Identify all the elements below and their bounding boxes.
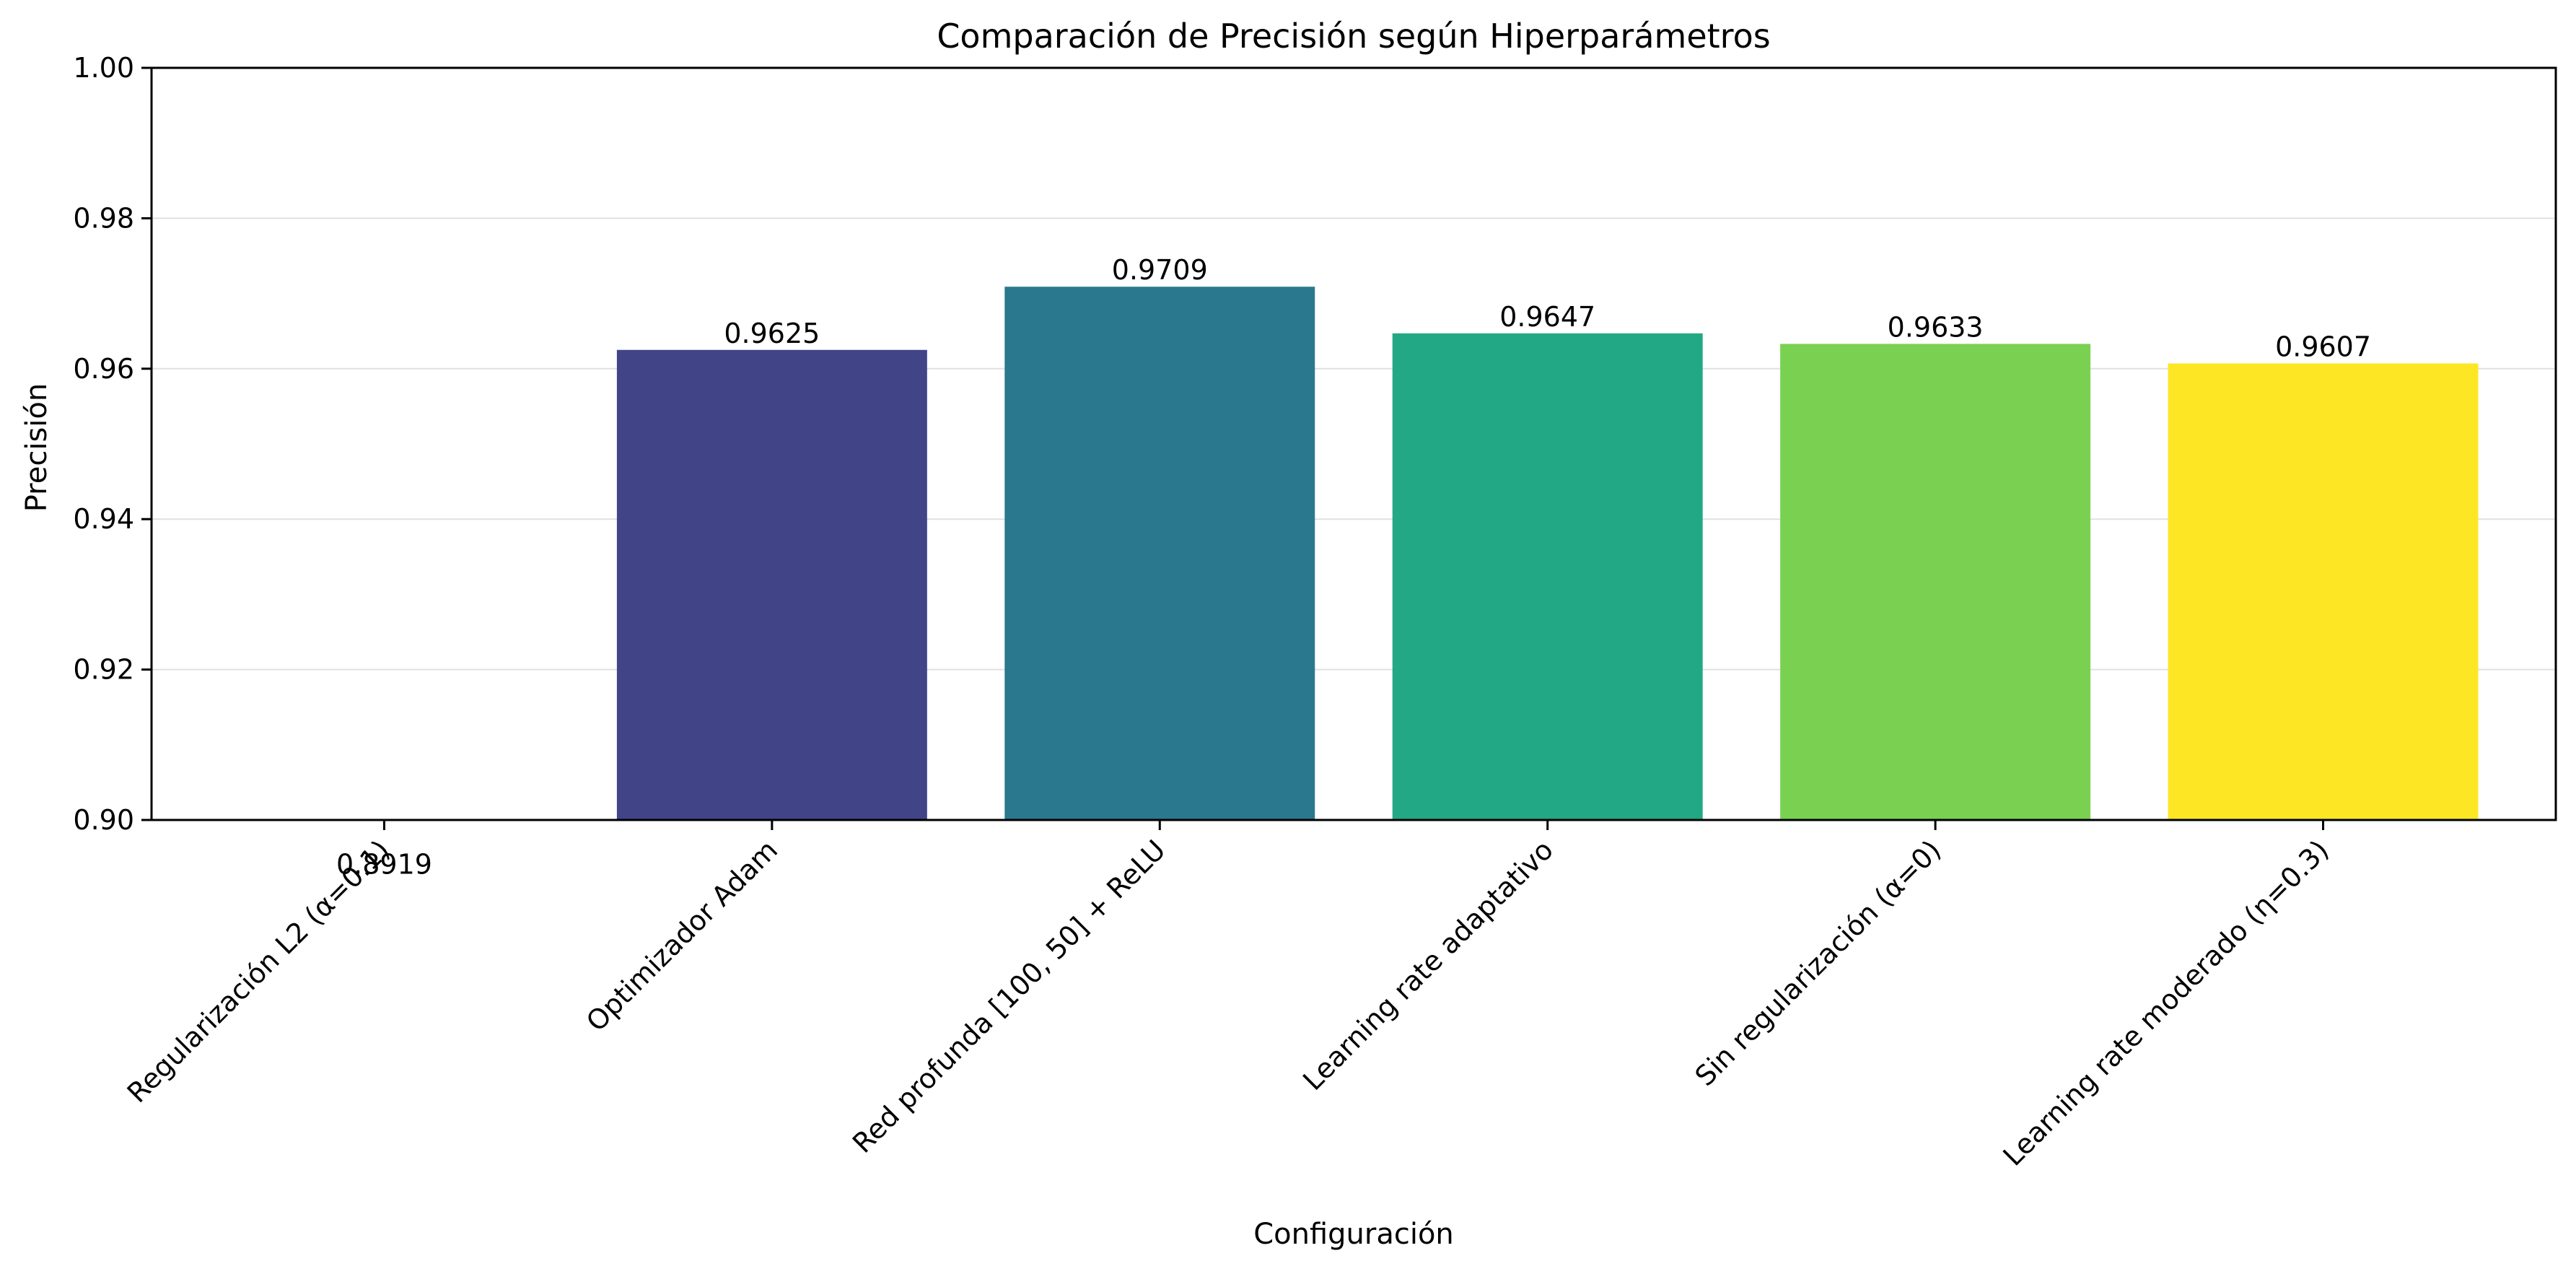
y-tick-label: 0.98 xyxy=(73,202,134,234)
y-tick-label: 1.00 xyxy=(73,52,134,84)
x-tick-label: Optimizador Adam xyxy=(580,834,784,1037)
bar-value-label: 0.9647 xyxy=(1499,301,1595,333)
x-axis-ticks: Regularización L2 (α=0.1) Optimizador Ada… xyxy=(121,820,2335,1172)
bars xyxy=(616,287,2479,821)
y-tick-label: 0.96 xyxy=(73,353,134,385)
bar-value-label: 0.9633 xyxy=(1888,311,1984,343)
y-axis-ticks: 0.90 0.92 0.94 0.96 0.98 1.00 xyxy=(73,52,152,836)
bar xyxy=(1392,333,1703,820)
chart-title: Comparación de Precisión según Hiperpará… xyxy=(937,17,1770,56)
bar xyxy=(2168,363,2479,821)
x-tick-label: Learning rate moderado (η=0.3) xyxy=(1997,834,2334,1172)
y-axis-title: Precisión xyxy=(20,383,53,512)
x-tick-label: Red profunda [100, 50] + ReLU xyxy=(846,834,1172,1159)
bar-value-label: 0.8919 xyxy=(336,848,432,880)
y-tick-label: 0.90 xyxy=(73,804,134,836)
bar-value-label: 0.9607 xyxy=(2275,331,2371,363)
x-tick-label: Learning rate adaptativo xyxy=(1297,834,1559,1096)
bar xyxy=(1780,344,2091,820)
x-axis-title: Configuración xyxy=(1253,1218,1454,1251)
plot-frame xyxy=(150,66,2557,821)
bar xyxy=(616,349,927,820)
bar xyxy=(1004,287,1315,820)
bar-value-label: 0.9709 xyxy=(1112,254,1208,286)
x-tick-label: Sin regularización (α=0) xyxy=(1689,834,1948,1092)
bar-value-label: 0.9625 xyxy=(724,318,820,349)
y-tick-label: 0.94 xyxy=(73,503,134,535)
y-tick-label: 0.92 xyxy=(73,654,134,686)
bar-value-labels: 0.8919 0.9625 0.9709 0.9647 0.9633 0.9607 xyxy=(336,254,2371,880)
